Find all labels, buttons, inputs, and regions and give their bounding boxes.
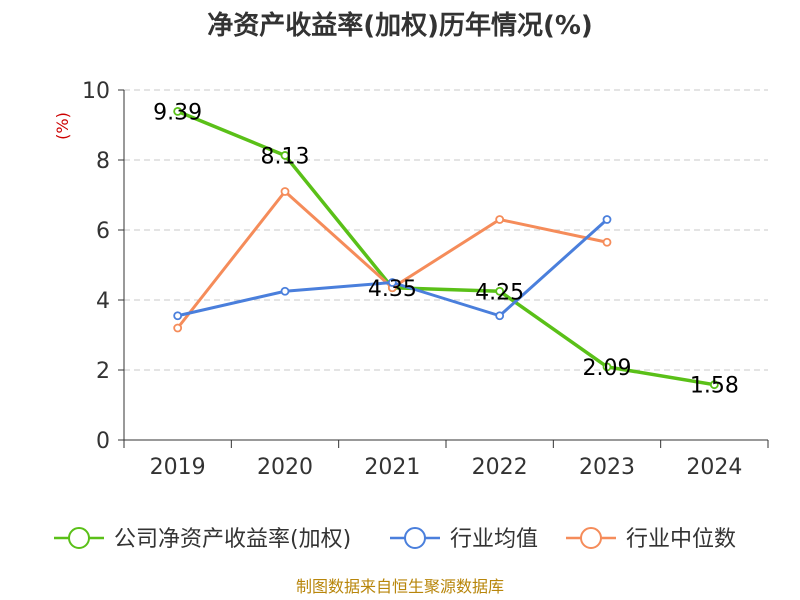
source-note: 制图数据来自恒生聚源数据库 [296,577,504,596]
legend-label-1: 行业均值 [450,527,538,552]
legend: 公司净资产收益率(加权) 行业均值 行业中位数 [54,527,736,552]
series-line-2 [176,190,608,329]
gridlines [124,89,768,371]
y-tick-label: 8 [96,149,110,174]
x-tick-label: 2022 [472,455,528,480]
legend-marker-2 [580,527,602,549]
legend-marker-0 [68,527,90,549]
data-label: 4.35 [368,277,417,302]
series-lines [173,106,719,390]
series-point-1 [173,311,183,321]
legend-label-2: 行业中位数 [626,527,736,552]
series-point-0 [602,362,612,372]
legend-marker-1 [404,527,426,549]
data-label: 2.09 [583,356,632,381]
series-point-2 [602,237,612,247]
y-axis-label: (%) [53,112,72,140]
data-label: 8.13 [261,144,310,169]
x-tick-label: 2019 [150,455,206,480]
series-point-1 [495,311,505,321]
series-point-2 [495,215,505,224]
series-point-2 [280,187,290,196]
series-point-0 [280,151,290,160]
data-labels: 9.39 8.13 4.35 4.25 2.09 1.58 [153,100,739,398]
legend-label-0: 公司净资产收益率(加权) [114,527,351,552]
y-tick-label: 10 [82,79,110,104]
data-label: 4.25 [475,280,524,305]
data-label: 1.58 [690,374,739,399]
x-tick-label: 2024 [686,455,742,480]
series-point-2 [173,323,183,333]
series-point-0 [495,286,505,296]
series-point-1 [602,215,612,224]
series-point-1 [387,278,397,287]
series-point-0 [173,106,183,116]
series-line-0 [177,109,715,387]
data-label: 9.39 [153,100,202,125]
axes: 0 2 4 6 8 10 2019 2020 2021 2022 2023 2024 [82,79,769,480]
y-tick-label: 2 [96,359,110,384]
y-tick-label: 0 [96,429,110,454]
x-tick-label: 2023 [579,455,635,480]
x-tick-label: 2020 [257,455,313,480]
y-tick-label: 6 [96,219,110,244]
y-tick-label: 4 [96,289,110,314]
x-tick-label: 2021 [364,455,420,480]
series-point-0 [709,380,719,390]
series-point-1 [280,286,290,296]
chart-title: 净资产收益率(加权)历年情况(%) [207,10,593,41]
